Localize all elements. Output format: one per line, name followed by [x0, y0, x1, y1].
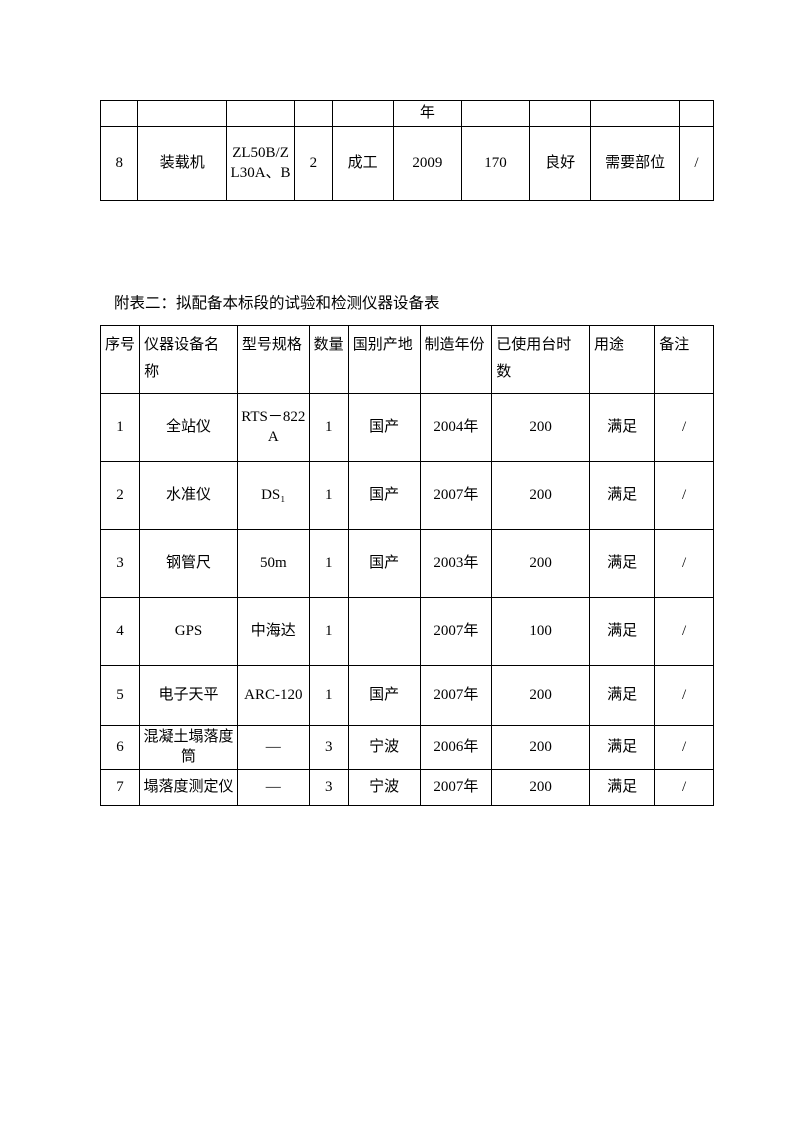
- table2-cell: /: [655, 530, 714, 598]
- table2-cell: 200: [492, 666, 590, 726]
- table1-cell: 良好: [530, 127, 591, 201]
- table2-header-cell: 已使用台时数: [492, 326, 590, 394]
- table1-cell: 成工: [332, 127, 393, 201]
- table2-cell: —: [237, 726, 309, 770]
- table1-cell: 装载机: [138, 127, 227, 201]
- table2-cell: 2007年: [420, 770, 492, 806]
- table2-cell: /: [655, 666, 714, 726]
- table2-cell: 塌落度测定仪: [140, 770, 238, 806]
- table1-cell: 8: [101, 127, 138, 201]
- table2-cell: 4: [101, 598, 140, 666]
- table1-cell: [591, 101, 680, 127]
- table2-cell: 钢管尺: [140, 530, 238, 598]
- table2-cell: 1: [309, 598, 348, 666]
- table2-cell: /: [655, 598, 714, 666]
- table2-cell: 满足: [590, 394, 655, 462]
- table1-cell: [138, 101, 227, 127]
- table2-header-cell: 制造年份: [420, 326, 492, 394]
- table2-cell: 1: [309, 530, 348, 598]
- table2-cell: 200: [492, 726, 590, 770]
- table2-header-cell: 序号: [101, 326, 140, 394]
- table2-cell: 满足: [590, 666, 655, 726]
- table2-cell: GPS: [140, 598, 238, 666]
- table-2-title: 附表二：拟配备本标段的试验和检测仪器设备表: [114, 291, 714, 313]
- table1-cell: [101, 101, 138, 127]
- table2-cell: 50m: [237, 530, 309, 598]
- table2-cell: 200: [492, 394, 590, 462]
- table2-cell: [348, 598, 420, 666]
- table2-cell: 满足: [590, 598, 655, 666]
- table2-cell: RTS－822A: [237, 394, 309, 462]
- table1-cell: 2: [295, 127, 332, 201]
- table2-cell: 1: [309, 394, 348, 462]
- table2-cell: 2003年: [420, 530, 492, 598]
- table1-cell: [461, 101, 529, 127]
- table2-cell: DS₁: [237, 462, 309, 530]
- table-1: 年 8装载机ZL50B/ZL30A、B2成工2009170良好需要部位/: [100, 100, 714, 201]
- table2-cell: 2007年: [420, 462, 492, 530]
- table2-header-cell: 用途: [590, 326, 655, 394]
- table2-cell: ARC-120: [237, 666, 309, 726]
- table2-cell: 国产: [348, 394, 420, 462]
- table2-cell: 3: [309, 726, 348, 770]
- table2-cell: —: [237, 770, 309, 806]
- table2-cell: 100: [492, 598, 590, 666]
- table-2: 序号仪器设备名称型号规格数量国别产地制造年份已使用台时数用途备注1全站仪RTS－…: [100, 325, 714, 806]
- table1-cell: ZL50B/ZL30A、B: [226, 127, 294, 201]
- table1-cell: [332, 101, 393, 127]
- table2-header-cell: 备注: [655, 326, 714, 394]
- table1-cell: [226, 101, 294, 127]
- table2-cell: 电子天平: [140, 666, 238, 726]
- table2-header-cell: 仪器设备名称: [140, 326, 238, 394]
- table1-cell: 2009: [393, 127, 461, 201]
- table2-cell: 2006年: [420, 726, 492, 770]
- table2-cell: 7: [101, 770, 140, 806]
- table2-cell: 2007年: [420, 666, 492, 726]
- table2-cell: 满足: [590, 770, 655, 806]
- table2-cell: 满足: [590, 530, 655, 598]
- table2-cell: 宁波: [348, 726, 420, 770]
- table2-cell: 1: [101, 394, 140, 462]
- table2-cell: 全站仪: [140, 394, 238, 462]
- table2-header-cell: 型号规格: [237, 326, 309, 394]
- table2-cell: 国产: [348, 462, 420, 530]
- table2-cell: 1: [309, 462, 348, 530]
- table2-header-cell: 数量: [309, 326, 348, 394]
- table2-cell: 国产: [348, 666, 420, 726]
- table2-cell: 水准仪: [140, 462, 238, 530]
- table2-cell: 混凝土塌落度筒: [140, 726, 238, 770]
- table2-cell: 200: [492, 530, 590, 598]
- table2-cell: 2007年: [420, 598, 492, 666]
- table2-cell: 满足: [590, 726, 655, 770]
- table2-cell: 6: [101, 726, 140, 770]
- table2-cell: 200: [492, 770, 590, 806]
- table2-cell: 2: [101, 462, 140, 530]
- table2-cell: /: [655, 726, 714, 770]
- table2-cell: 2004年: [420, 394, 492, 462]
- table2-cell: 宁波: [348, 770, 420, 806]
- table1-cell: 需要部位: [591, 127, 680, 201]
- table2-cell: 5: [101, 666, 140, 726]
- table2-cell: 国产: [348, 530, 420, 598]
- table2-cell: 中海达: [237, 598, 309, 666]
- table2-cell: /: [655, 462, 714, 530]
- table1-cell: [530, 101, 591, 127]
- table1-cell: 年: [393, 101, 461, 127]
- table1-cell: 170: [461, 127, 529, 201]
- table2-cell: 3: [309, 770, 348, 806]
- table2-cell: /: [655, 770, 714, 806]
- table1-cell: [679, 101, 713, 127]
- table1-cell: /: [679, 127, 713, 201]
- table2-cell: /: [655, 394, 714, 462]
- table2-header-cell: 国别产地: [348, 326, 420, 394]
- table2-cell: 1: [309, 666, 348, 726]
- table2-cell: 满足: [590, 462, 655, 530]
- table2-cell: 3: [101, 530, 140, 598]
- table1-cell: [295, 101, 332, 127]
- table2-cell: 200: [492, 462, 590, 530]
